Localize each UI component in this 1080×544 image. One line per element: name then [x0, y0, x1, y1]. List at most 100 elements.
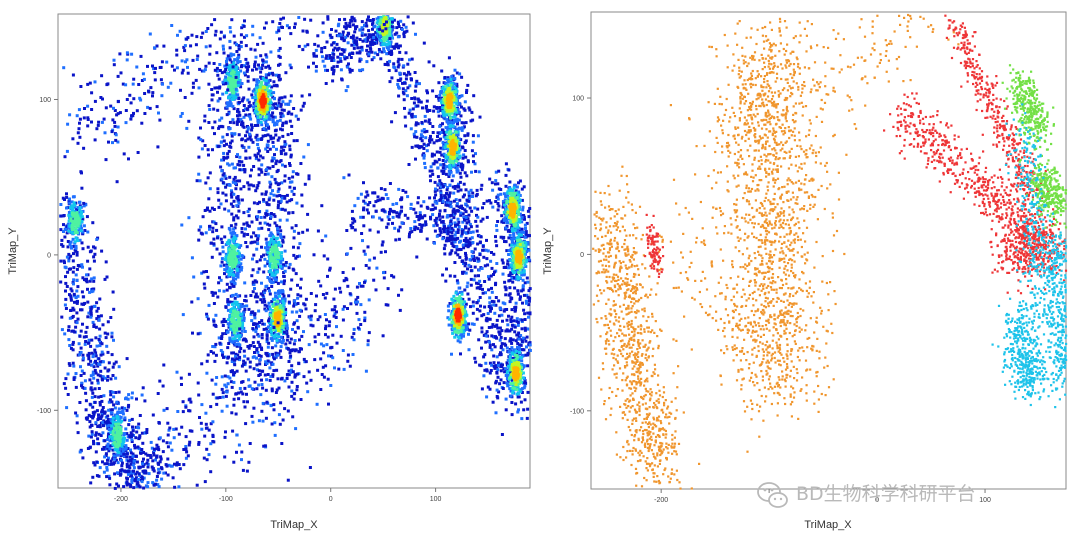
data-point [129, 448, 132, 452]
data-point [102, 447, 106, 451]
density-point [277, 313, 281, 317]
data-point [454, 230, 458, 234]
data-point [254, 189, 258, 193]
data-point [136, 445, 140, 449]
data-point [244, 294, 248, 298]
density-point [263, 264, 267, 268]
data-point [330, 308, 334, 312]
data-point [272, 355, 276, 359]
data-point [264, 309, 268, 313]
data-point [335, 310, 338, 314]
data-point [238, 113, 242, 117]
density-point [69, 217, 73, 221]
data-point [255, 133, 259, 137]
density-point [115, 437, 119, 441]
density-point [276, 318, 280, 322]
density-point [74, 244, 78, 248]
data-point [371, 18, 375, 21]
density-point [264, 115, 268, 119]
data-point [224, 332, 228, 335]
data-point [301, 29, 305, 33]
data-point [159, 65, 163, 69]
density-point [284, 324, 288, 328]
data-point [84, 203, 88, 207]
data-point [276, 183, 280, 187]
data-point [174, 427, 178, 431]
density-point [232, 70, 236, 74]
data-point [280, 194, 283, 198]
data-point [300, 193, 304, 197]
data-point [458, 198, 462, 202]
density-point [76, 206, 80, 210]
data-point [72, 376, 76, 380]
data-point [234, 412, 238, 416]
data-point [197, 393, 201, 397]
data-point [243, 170, 247, 174]
data-point [284, 319, 288, 323]
data-point [133, 443, 136, 447]
data-point [224, 394, 228, 398]
data-point [365, 48, 369, 52]
data-point [84, 391, 88, 395]
data-point [74, 295, 78, 299]
data-point [159, 455, 163, 459]
density-point [226, 266, 230, 270]
data-point [100, 249, 104, 253]
density-point [113, 421, 117, 425]
data-point [264, 65, 268, 69]
density-point [231, 293, 235, 297]
data-point [453, 240, 457, 244]
data-point [95, 474, 99, 478]
data-point [199, 126, 202, 130]
data-point [242, 96, 246, 100]
density-point [253, 99, 257, 103]
data-point [129, 117, 133, 121]
density-point [234, 303, 238, 307]
data-point [293, 375, 297, 379]
data-point [288, 148, 292, 152]
data-point [94, 421, 98, 425]
data-point [293, 330, 297, 334]
data-point [94, 431, 98, 435]
data-point [112, 461, 116, 465]
data-point [343, 57, 347, 61]
data-point [101, 431, 105, 435]
data-point [208, 108, 212, 111]
data-point [349, 246, 353, 250]
data-point [216, 295, 220, 299]
data-point [271, 374, 275, 378]
data-point [125, 462, 129, 466]
data-point [289, 94, 293, 98]
data-point [321, 59, 325, 63]
data-point [267, 317, 271, 321]
data-point [429, 134, 432, 138]
data-point [265, 378, 269, 382]
data-point [271, 373, 275, 377]
data-point [275, 224, 279, 228]
data-point [242, 163, 246, 167]
data-point [295, 385, 299, 388]
density-point [80, 215, 84, 219]
data-point [242, 71, 246, 75]
density-point [281, 299, 285, 303]
data-point [239, 187, 243, 191]
data-point [361, 284, 365, 288]
data-point [197, 228, 201, 232]
data-point [72, 278, 76, 282]
data-point [162, 363, 166, 367]
data-point [247, 224, 251, 228]
data-point [93, 463, 97, 467]
data-point [359, 323, 363, 326]
data-point [91, 405, 95, 409]
data-point [83, 342, 87, 346]
data-point [211, 226, 215, 230]
data-point [237, 44, 241, 48]
data-point [233, 371, 237, 375]
data-point [230, 139, 234, 143]
data-point [264, 190, 268, 194]
data-point [381, 240, 385, 244]
data-point [414, 84, 418, 88]
data-point [213, 345, 217, 349]
data-point [332, 59, 336, 62]
density-point [268, 252, 272, 255]
